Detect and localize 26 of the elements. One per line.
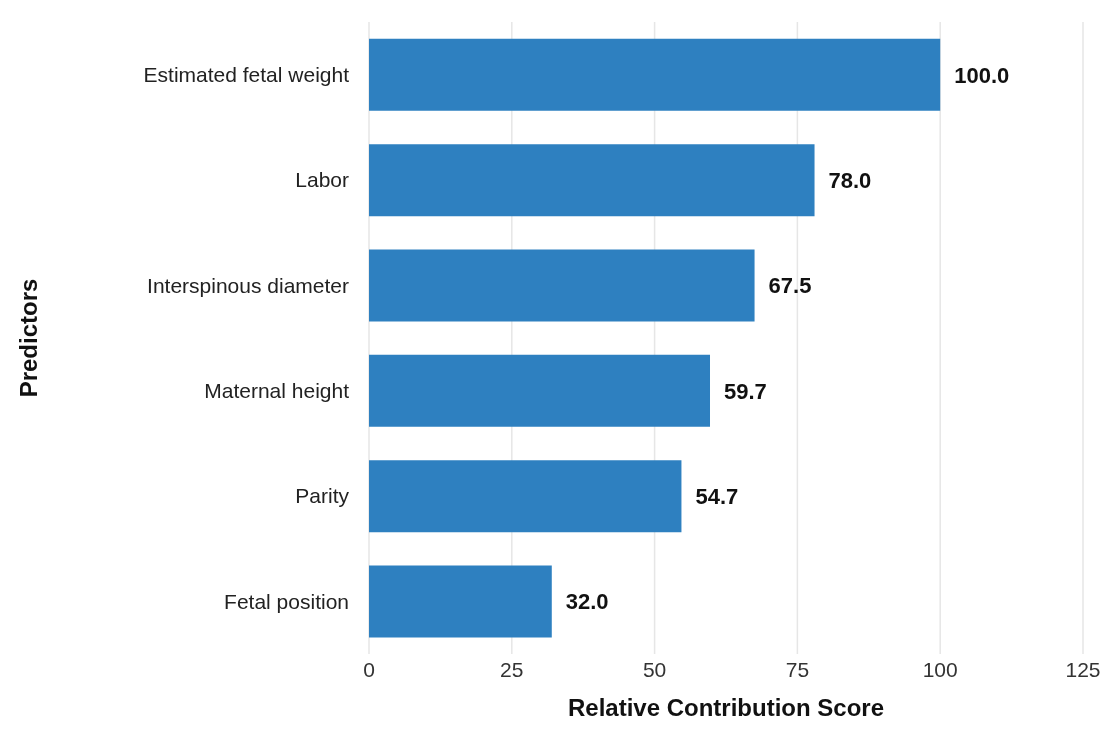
data-label: 78.0 (828, 168, 872, 193)
x-tick-label: 100 (922, 657, 958, 681)
data-label: 100.0 (954, 62, 1010, 88)
data-label: 32.0 (565, 589, 609, 615)
x-tick-label: 50 (642, 657, 667, 681)
y-tick-label: Fetal position (224, 589, 349, 613)
bar (369, 38, 941, 111)
bar (369, 460, 682, 533)
x-tick-label: 0 (363, 657, 375, 681)
data-label: 59.7 (724, 378, 767, 404)
y-axis-title: Predictors (14, 278, 42, 398)
y-tick-label: Labor (295, 168, 349, 192)
bar (369, 565, 552, 638)
y-tick-label: Estimated fetal weight (143, 63, 350, 87)
x-axis-title: Relative Contribution Score (567, 694, 885, 721)
x-tick-label: 75 (785, 657, 810, 681)
x-tick-label: 25 (500, 657, 524, 681)
bar (369, 354, 711, 427)
y-tick-label: Interspinous diameter (147, 273, 349, 297)
y-tick-label: Maternal height (204, 379, 350, 403)
y-tick-label: Parity (295, 484, 350, 508)
bar (369, 249, 755, 322)
x-tick-label: 125 (1065, 657, 1101, 681)
bar (369, 144, 815, 217)
data-label: 54.7 (695, 484, 739, 509)
data-label: 67.5 (768, 273, 812, 299)
